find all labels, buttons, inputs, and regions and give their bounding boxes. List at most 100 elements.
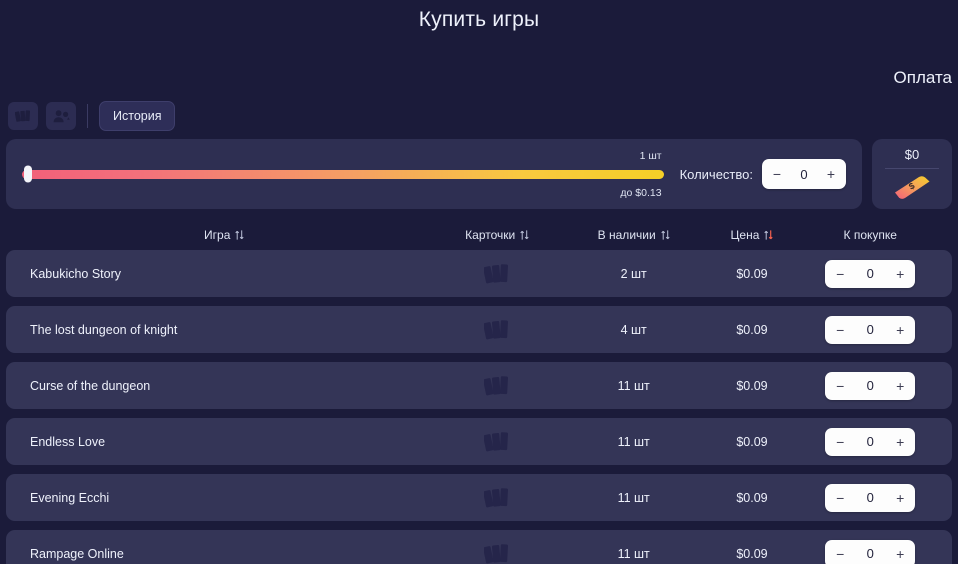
buy-increment-button[interactable]: +	[896, 545, 905, 562]
stock-count: 2 шт	[620, 266, 647, 281]
game-name: Evening Ecchi	[30, 490, 110, 505]
buy-quantity-stepper[interactable]: − 0 +	[825, 259, 916, 288]
price-value: $0.09	[736, 490, 768, 505]
quantity-value[interactable]: 0	[800, 166, 808, 182]
filter-panel-row: 1 шт до $0.13 Количество: − 0 + $0	[6, 139, 952, 209]
table-row[interactable]: Kabukicho Story 2 шт $0.09 − 0 +	[6, 250, 952, 297]
games-table: Игра Карточки В наличии	[6, 220, 952, 564]
quantity-block: Количество: − 0 +	[680, 159, 846, 189]
cards-icon[interactable]	[424, 430, 570, 453]
user-search-icon	[53, 109, 70, 124]
payment-label[interactable]: Оплата	[893, 68, 952, 87]
balance-amount: $0	[904, 147, 920, 162]
price-value: $0.09	[736, 546, 768, 561]
quantity-stepper[interactable]: − 0 +	[762, 159, 846, 189]
stock-count: 11 шт	[617, 434, 650, 449]
balance-card[interactable]: $0 $	[872, 139, 952, 209]
price-slider-handle[interactable]	[24, 165, 32, 183]
buy-decrement-button[interactable]: −	[836, 377, 845, 394]
game-name: The lost dungeon of knight	[30, 322, 178, 337]
buy-increment-button[interactable]: +	[896, 321, 905, 338]
slider-price-caption: до $0.13	[620, 186, 662, 199]
game-name: Rampage Online	[30, 546, 124, 561]
column-header-game-label: Игра	[204, 228, 231, 242]
buy-increment-button[interactable]: +	[896, 433, 905, 450]
buy-quantity-stepper[interactable]: − 0 +	[825, 427, 916, 456]
money-banknote-icon: $	[891, 174, 933, 202]
buy-cell: − 0 +	[807, 427, 934, 456]
buy-increment-button[interactable]: +	[896, 265, 905, 282]
buy-quantity-stepper[interactable]: − 0 +	[825, 315, 916, 344]
stock-count: 11 шт	[617, 378, 650, 393]
balance-divider	[885, 168, 939, 169]
column-header-stock-label: В наличии	[597, 228, 656, 242]
sort-toggle-icon[interactable]	[520, 229, 529, 241]
buy-decrement-button[interactable]: −	[836, 433, 845, 450]
buy-cell: − 0 +	[807, 539, 934, 564]
column-header-cards-label: Карточки	[465, 228, 516, 242]
buy-quantity-value[interactable]: 0	[866, 490, 874, 505]
buy-decrement-button[interactable]: −	[836, 321, 845, 338]
buy-quantity-stepper[interactable]: − 0 +	[825, 371, 916, 400]
column-header-price[interactable]: Цена	[697, 228, 806, 242]
buy-quantity-value[interactable]: 0	[866, 266, 874, 281]
toolbar: История	[8, 101, 176, 131]
sort-ascending-active-icon[interactable]	[764, 229, 774, 241]
buy-quantity-stepper[interactable]: − 0 +	[825, 483, 916, 512]
price-slider[interactable]: 1 шт до $0.13	[22, 150, 664, 199]
slider-quantity-caption: 1 шт	[639, 149, 662, 162]
buy-cell: − 0 +	[807, 483, 934, 512]
column-header-buy: К покупке	[807, 228, 934, 242]
cards-icon[interactable]	[424, 542, 570, 564]
stock-count: 11 шт	[617, 546, 650, 561]
cards-icon[interactable]	[424, 262, 570, 285]
game-name: Endless Love	[30, 434, 106, 449]
toolbar-divider	[87, 104, 88, 128]
table-header-row: Игра Карточки В наличии	[6, 220, 952, 250]
table-row[interactable]: Evening Ecchi 11 шт $0.09 − 0 +	[6, 474, 952, 521]
cards-icon[interactable]	[424, 374, 570, 397]
buy-quantity-value[interactable]: 0	[866, 322, 874, 337]
table-row[interactable]: Curse of the dungeon 11 шт $0.09 − 0 +	[6, 362, 952, 409]
stock-count: 4 шт	[620, 322, 647, 337]
cards-icon[interactable]	[424, 486, 570, 509]
buy-quantity-value[interactable]: 0	[866, 378, 874, 393]
svg-text:$: $	[907, 181, 916, 192]
column-header-price-label: Цена	[730, 228, 760, 242]
user-search-button[interactable]	[46, 102, 76, 130]
column-header-cards[interactable]: Карточки	[424, 228, 570, 242]
buy-quantity-value[interactable]: 0	[866, 546, 874, 561]
cards-icon	[15, 109, 31, 123]
game-name: Kabukicho Story	[30, 266, 122, 281]
cards-filter-button[interactable]	[8, 102, 38, 130]
price-slider-track[interactable]	[22, 165, 664, 183]
quantity-decrement-button[interactable]: −	[772, 166, 782, 182]
price-value: $0.09	[736, 266, 768, 281]
table-row[interactable]: Rampage Online 11 шт $0.09 − 0 +	[6, 530, 952, 564]
column-header-game[interactable]: Игра	[24, 228, 424, 242]
buy-quantity-value[interactable]: 0	[866, 434, 874, 449]
price-value: $0.09	[736, 434, 768, 449]
cards-icon[interactable]	[424, 318, 570, 341]
buy-cell: − 0 +	[807, 259, 934, 288]
price-value: $0.09	[736, 322, 768, 337]
buy-decrement-button[interactable]: −	[836, 545, 845, 562]
quantity-label: Количество:	[679, 166, 753, 182]
table-body: Kabukicho Story 2 шт $0.09−0 + The lost dun…	[6, 250, 952, 564]
table-row[interactable]: Endless Love 11 шт $0.09 − 0 +	[6, 418, 952, 465]
column-header-stock[interactable]: В наличии	[570, 228, 697, 242]
stock-count: 11 шт	[617, 490, 650, 505]
table-row[interactable]: The lost dungeon of knight 4 шт $0.09 − 0 +	[6, 306, 952, 353]
sort-toggle-icon[interactable]	[235, 229, 244, 241]
buy-decrement-button[interactable]: −	[836, 265, 845, 282]
game-name: Curse of the dungeon	[30, 378, 151, 393]
buy-quantity-stepper[interactable]: − 0 +	[825, 539, 916, 564]
buy-decrement-button[interactable]: −	[836, 489, 845, 506]
sort-toggle-icon[interactable]	[661, 229, 670, 241]
buy-increment-button[interactable]: +	[896, 489, 905, 506]
buy-cell: − 0 +	[807, 371, 934, 400]
history-button[interactable]: История	[99, 101, 176, 131]
price-filter-panel: 1 шт до $0.13 Количество: − 0 +	[6, 139, 862, 209]
buy-increment-button[interactable]: +	[896, 377, 905, 394]
quantity-increment-button[interactable]: +	[826, 166, 836, 182]
